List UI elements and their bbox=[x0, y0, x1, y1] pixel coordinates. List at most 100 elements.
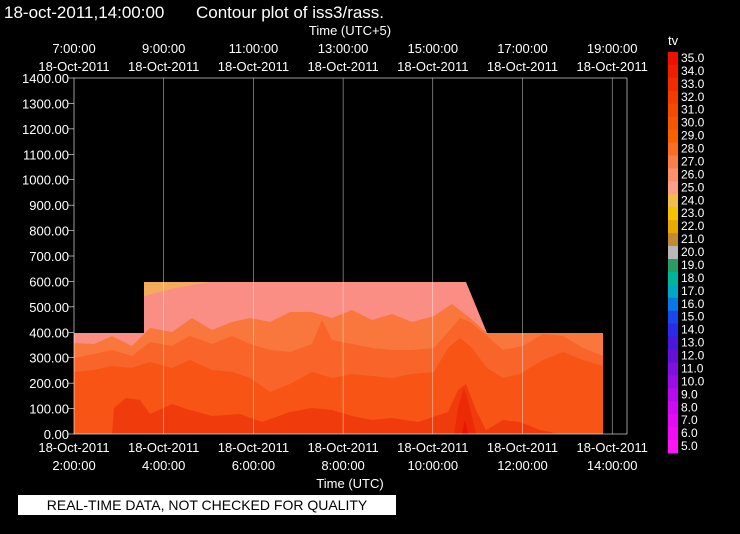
x-top-tick-time: 17:00:00 bbox=[497, 41, 548, 56]
legend-swatch bbox=[668, 362, 678, 376]
x-top-tick-time: 19:00:00 bbox=[587, 41, 638, 56]
legend-label: 15.0 bbox=[681, 310, 705, 324]
y-tick-label: 700.00 bbox=[29, 249, 69, 264]
x-top-tick-date: 18-Oct-2011 bbox=[397, 59, 468, 74]
legend-swatch bbox=[668, 310, 678, 325]
legend-swatch bbox=[668, 258, 678, 273]
legend-swatch bbox=[668, 440, 678, 454]
x-bottom-tick-time: 2:00:00 bbox=[52, 458, 95, 473]
y-tick-label: 300.00 bbox=[29, 351, 69, 366]
y-tick-label: 500.00 bbox=[29, 300, 69, 315]
legend-title: tv bbox=[668, 33, 679, 48]
x-top-tick-time: 11:00:00 bbox=[229, 41, 279, 56]
legend-swatch bbox=[668, 90, 678, 105]
legend-label: 24.0 bbox=[681, 193, 705, 207]
legend-swatch bbox=[668, 284, 678, 299]
x-bottom-tick-date: 18-Oct-2011 bbox=[487, 440, 558, 455]
y-tick-label: 0.00 bbox=[44, 427, 69, 442]
legend-label: 20.0 bbox=[681, 245, 705, 259]
y-tick-labels: 0.00 100.00 200.00 300.00 400.00 500.00 600.00… bbox=[22, 71, 74, 442]
legend-swatch bbox=[668, 77, 678, 92]
x-top-tick-date: 18-Oct-2011 bbox=[577, 59, 648, 74]
y-tick-label: 1100.00 bbox=[23, 147, 69, 162]
legend-swatch bbox=[668, 375, 678, 389]
color-legend: 35.034.033.032.031.030.029.028.027.026.0… bbox=[668, 51, 705, 454]
legend-label: 33.0 bbox=[681, 77, 705, 91]
legend-label: 35.0 bbox=[681, 51, 705, 65]
legend-swatch bbox=[668, 233, 678, 247]
legend-label: 5.0 bbox=[681, 439, 698, 453]
x-top-axis-label: Time (UTC+5) bbox=[309, 23, 391, 38]
x-bottom-tick-time: 8:00:00 bbox=[321, 458, 364, 473]
legend-swatch bbox=[668, 297, 678, 312]
legend-swatch bbox=[668, 168, 678, 182]
legend-swatch bbox=[668, 246, 678, 260]
y-tick-label: 800.00 bbox=[29, 224, 69, 239]
legend-label: 18.0 bbox=[681, 271, 705, 285]
legend-swatch bbox=[668, 207, 678, 221]
x-top-tick-time: 15:00:00 bbox=[407, 41, 458, 56]
legend-swatch bbox=[668, 103, 678, 118]
legend-label: 22.0 bbox=[681, 219, 705, 233]
legend-label: 19.0 bbox=[681, 258, 705, 272]
quality-notice: REAL-TIME DATA, NOT CHECKED FOR QUALITY bbox=[18, 495, 396, 515]
legend-swatch bbox=[668, 323, 678, 337]
legend-swatch bbox=[668, 336, 678, 350]
x-bottom-tick-date: 18-Oct-2011 bbox=[128, 440, 199, 455]
legend-label: 30.0 bbox=[681, 116, 705, 130]
legend-swatch bbox=[668, 401, 678, 415]
legend-swatch bbox=[668, 271, 678, 286]
legend-label: 23.0 bbox=[681, 206, 705, 220]
x-bottom-tick-time: 12:00:00 bbox=[497, 458, 548, 473]
y-tick-label: 600.00 bbox=[29, 274, 69, 289]
grid-lines-overlay bbox=[163, 78, 613, 434]
x-top-tick-labels: 7:00:00 18-Oct-2011 9:00:00 18-Oct-2011 11:0… bbox=[38, 41, 647, 74]
x-bottom-tick-time: 4:00:00 bbox=[142, 458, 185, 473]
legend-swatch bbox=[668, 220, 678, 234]
y-tick-label: 200.00 bbox=[29, 376, 69, 391]
x-top-tick-date: 18-Oct-2011 bbox=[307, 59, 378, 74]
legend-swatch bbox=[668, 388, 678, 402]
legend-label: 9.0 bbox=[681, 387, 698, 401]
contour-band-25-26 bbox=[144, 282, 210, 296]
x-bottom-tick-time: 10:00:00 bbox=[407, 458, 458, 473]
legend-label: 13.0 bbox=[681, 336, 705, 350]
legend-swatch bbox=[668, 155, 678, 169]
x-top-tick-time: 13:00:00 bbox=[318, 41, 369, 56]
y-tick-label: 1000.00 bbox=[22, 173, 69, 188]
legend-label: 21.0 bbox=[681, 232, 705, 246]
legend-label: 34.0 bbox=[681, 64, 705, 78]
x-bottom-tick-date: 18-Oct-2011 bbox=[218, 440, 289, 455]
legend-swatch bbox=[668, 142, 678, 156]
legend-swatch bbox=[668, 52, 678, 66]
x-top-tick-date: 18-Oct-2011 bbox=[487, 59, 558, 74]
legend-label: 31.0 bbox=[681, 103, 705, 117]
contour-band-32-33 bbox=[454, 388, 476, 434]
legend-swatch bbox=[668, 129, 678, 143]
legend-swatch bbox=[668, 427, 678, 441]
x-bottom-tick-date: 18-Oct-2011 bbox=[577, 440, 648, 455]
legend-label: 12.0 bbox=[681, 349, 705, 363]
legend-label: 6.0 bbox=[681, 426, 698, 440]
legend-label: 29.0 bbox=[681, 129, 705, 143]
contour-band-31-32 bbox=[112, 384, 560, 434]
contour-band-33-35 bbox=[462, 420, 468, 434]
legend-label: 16.0 bbox=[681, 297, 705, 311]
x-top-tick-time: 9:00:00 bbox=[142, 41, 185, 56]
chart-timestamp: 18-oct-2011,14:00:00 bbox=[4, 3, 164, 22]
y-tick-label: 400.00 bbox=[29, 325, 69, 340]
legend-label: 8.0 bbox=[681, 400, 698, 414]
y-tick-label: 100.00 bbox=[29, 402, 69, 417]
y-tick-label: 1200.00 bbox=[22, 122, 69, 137]
y-tick-label: 900.00 bbox=[29, 198, 69, 213]
legend-label: 7.0 bbox=[681, 413, 698, 427]
x-bottom-axis-label: Time (UTC) bbox=[316, 476, 383, 491]
x-bottom-tick-date: 18-Oct-2011 bbox=[38, 440, 109, 455]
legend-label: 25.0 bbox=[681, 180, 705, 194]
x-top-tick-time: 7:00:00 bbox=[52, 41, 95, 56]
x-bottom-tick-date: 18-Oct-2011 bbox=[307, 440, 378, 455]
legend-label: 14.0 bbox=[681, 323, 705, 337]
legend-label: 28.0 bbox=[681, 142, 705, 156]
legend-swatch bbox=[668, 349, 678, 363]
